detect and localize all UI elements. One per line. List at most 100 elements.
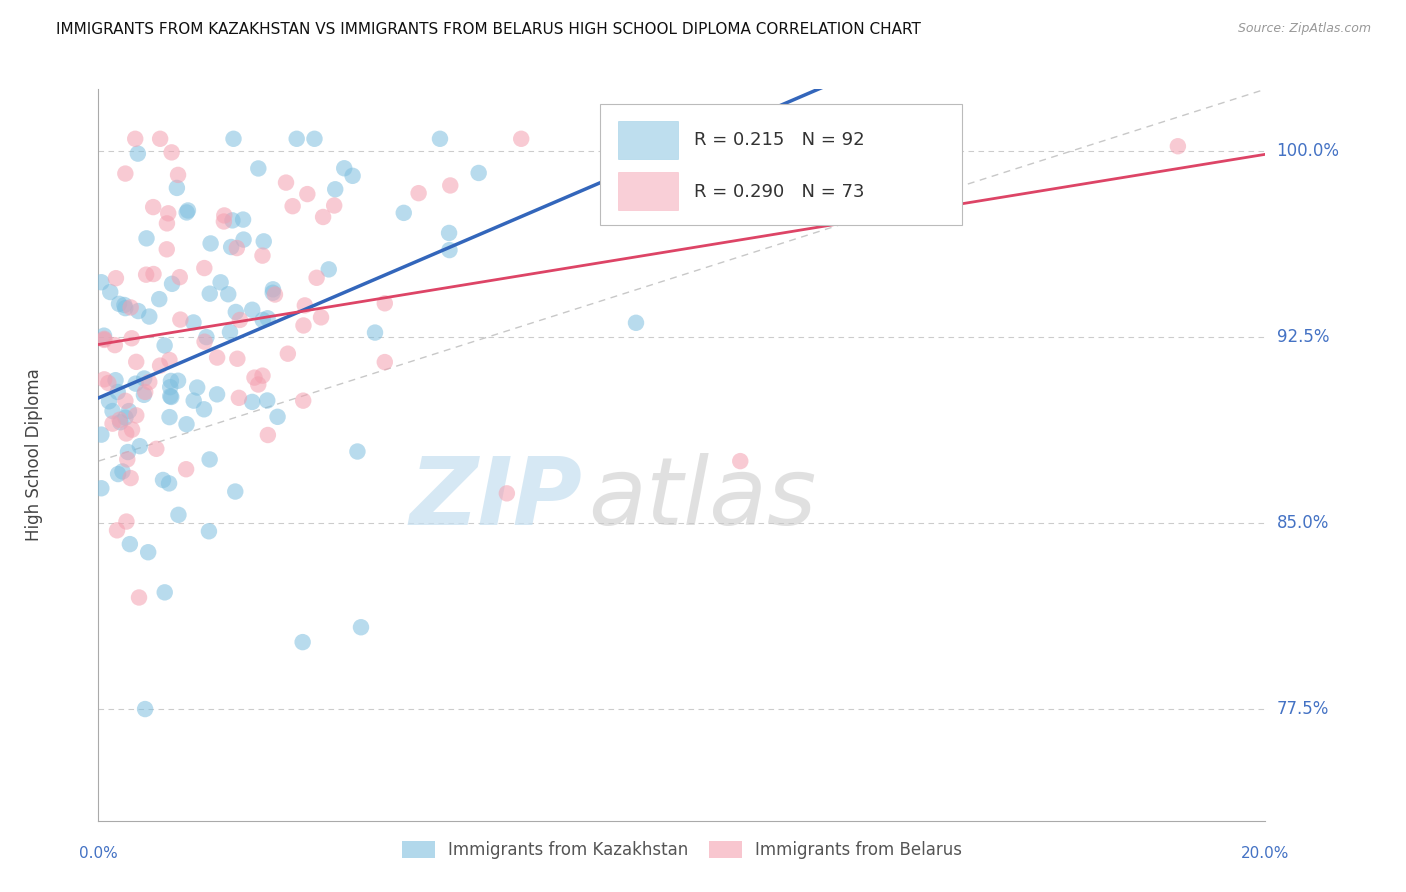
Point — [134, 702, 156, 716]
Point — [247, 377, 270, 392]
Point — [195, 330, 218, 344]
Point — [160, 277, 183, 291]
Point — [226, 351, 249, 366]
Point — [159, 353, 181, 368]
Point — [148, 292, 170, 306]
Point — [136, 545, 159, 559]
Text: 0.0%: 0.0% — [79, 846, 118, 861]
Point — [318, 262, 340, 277]
Point — [252, 313, 274, 327]
Text: IMMIGRANTS FROM KAZAKHSTAN VS IMMIGRANTS FROM BELARUS HIGH SCHOOL DIPLOMA CORREL: IMMIGRANTS FROM KAZAKHSTAN VS IMMIGRANTS… — [56, 22, 921, 37]
Point — [467, 166, 489, 180]
Point — [101, 404, 124, 418]
Point — [98, 285, 121, 299]
Point — [159, 389, 181, 403]
Point — [252, 368, 274, 383]
Point — [346, 444, 368, 458]
Legend: Immigrants from Kazakhstan, Immigrants from Belarus: Immigrants from Kazakhstan, Immigrants f… — [394, 832, 970, 867]
Point — [114, 410, 136, 425]
FancyBboxPatch shape — [617, 120, 679, 159]
Point — [124, 132, 146, 146]
Point — [240, 302, 263, 317]
Point — [135, 231, 157, 245]
Point — [153, 585, 176, 599]
Point — [439, 243, 461, 257]
Point — [198, 286, 221, 301]
Point — [312, 210, 335, 224]
Point — [212, 214, 235, 228]
Point — [93, 372, 115, 386]
Point — [93, 328, 115, 343]
Point — [167, 374, 190, 388]
Point — [222, 132, 245, 146]
Point — [104, 271, 127, 285]
Point — [304, 132, 326, 146]
Point — [120, 471, 142, 485]
Point — [115, 515, 138, 529]
Point — [214, 209, 236, 223]
Text: 100.0%: 100.0% — [1277, 142, 1340, 161]
Point — [309, 310, 332, 325]
Point — [98, 394, 121, 409]
Point — [167, 168, 190, 182]
Point — [177, 203, 200, 218]
Point — [277, 347, 299, 361]
Point — [225, 241, 247, 255]
Point — [134, 371, 156, 385]
Point — [114, 301, 136, 315]
Point — [125, 376, 148, 391]
Point — [114, 393, 136, 408]
Point — [350, 620, 373, 634]
Point — [266, 409, 288, 424]
Point — [624, 316, 647, 330]
Point — [121, 423, 143, 437]
Text: 77.5%: 77.5% — [1277, 700, 1329, 718]
Point — [219, 325, 242, 339]
Point — [323, 182, 346, 196]
FancyBboxPatch shape — [617, 172, 679, 210]
Point — [174, 462, 197, 476]
Point — [127, 146, 149, 161]
FancyBboxPatch shape — [600, 103, 962, 225]
Point — [285, 132, 308, 146]
Point — [183, 315, 205, 329]
Point — [114, 167, 136, 181]
Point — [217, 287, 239, 301]
Point — [107, 467, 129, 481]
Text: ZIP: ZIP — [409, 453, 582, 545]
Point — [408, 186, 430, 201]
Point — [186, 380, 208, 394]
Point — [153, 338, 176, 352]
Point — [198, 524, 221, 539]
Point — [149, 132, 172, 146]
Point — [93, 333, 115, 347]
Point — [437, 226, 460, 240]
Point — [264, 287, 287, 301]
Point — [104, 338, 127, 352]
Point — [138, 310, 160, 324]
Point — [160, 390, 183, 404]
Text: High School Diploma: High School Diploma — [25, 368, 44, 541]
Point — [262, 282, 284, 296]
Point — [160, 374, 183, 388]
Point — [193, 402, 215, 417]
Point — [193, 261, 215, 276]
Point — [232, 233, 254, 247]
Text: R = 0.290   N = 73: R = 0.290 N = 73 — [693, 183, 865, 201]
Point — [297, 187, 319, 202]
Point — [292, 318, 315, 333]
Point — [108, 413, 131, 427]
Point — [117, 445, 139, 459]
Point — [112, 298, 135, 312]
Text: 92.5%: 92.5% — [1277, 328, 1329, 346]
Point — [224, 484, 246, 499]
Point — [252, 249, 274, 263]
Point — [128, 591, 150, 605]
Point — [247, 161, 270, 176]
Point — [294, 298, 316, 312]
Point — [229, 313, 252, 327]
Point — [342, 169, 364, 183]
Point — [90, 481, 112, 495]
Point — [134, 384, 156, 399]
Point — [160, 145, 183, 160]
